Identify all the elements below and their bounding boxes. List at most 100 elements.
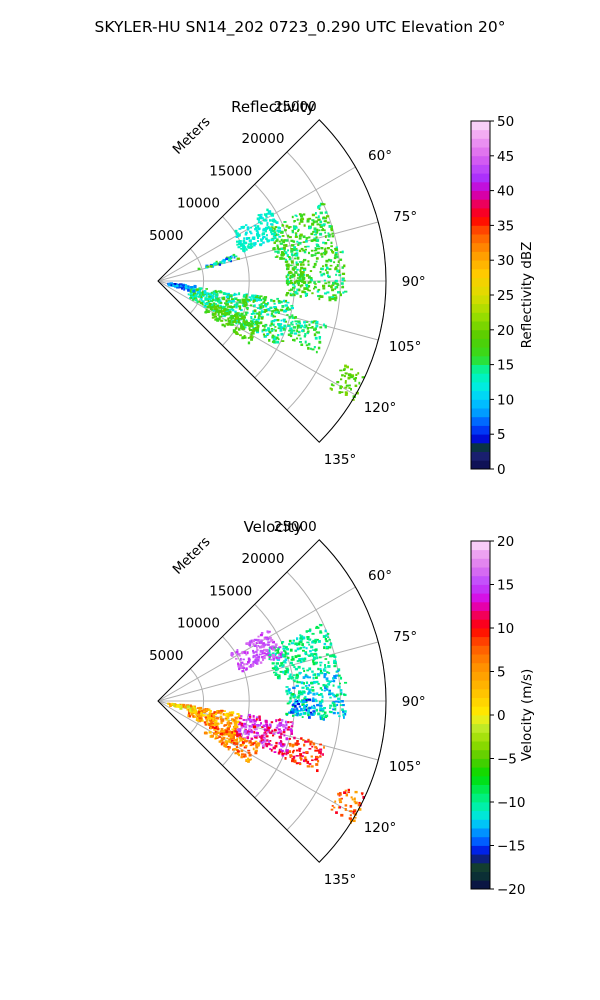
echo-gate (312, 659, 315, 663)
echo-gate (312, 676, 315, 680)
echo-gate (221, 733, 224, 737)
echo-gate (278, 301, 281, 304)
echo-gate (311, 641, 315, 644)
echo-gate (266, 726, 269, 729)
echo-gate (308, 236, 311, 239)
echo-gate (285, 275, 288, 279)
echo-gate (314, 681, 318, 683)
colorbar-step (471, 610, 490, 620)
echo-gate (266, 313, 270, 316)
colorbar-step (471, 129, 490, 139)
echo-gate (308, 323, 311, 326)
colorbar-step (471, 408, 490, 418)
echo-gate (254, 320, 258, 324)
echo-gate (228, 305, 232, 308)
echo-gate (318, 297, 321, 301)
azimuth-gridline (157, 641, 379, 702)
echo-gate (293, 736, 296, 740)
echo-gate (304, 673, 308, 676)
echo-gate (294, 700, 297, 704)
echo-gate (188, 714, 192, 718)
echo-gate (284, 299, 288, 303)
echo-gate (315, 216, 318, 219)
echo-gate (279, 242, 283, 245)
echo-gate (273, 302, 276, 305)
echo-gate (256, 638, 260, 642)
echo-gate (244, 311, 248, 314)
echo-gate (353, 377, 357, 380)
echo-gate (250, 737, 254, 740)
echo-gate (284, 720, 287, 724)
echo-gate (279, 724, 282, 727)
echo-gate (330, 229, 334, 232)
echo-gate (339, 385, 344, 388)
echo-gate (236, 240, 240, 243)
echo-gate (264, 299, 267, 302)
echo-gate (292, 316, 294, 319)
echo-gate (310, 239, 314, 243)
echo-gate (340, 813, 344, 817)
echo-gate (236, 649, 239, 651)
echo-gate (322, 223, 326, 226)
echo-gate (294, 704, 297, 708)
echo-gate (212, 723, 215, 726)
echo-gate (331, 296, 335, 298)
echo-gate (331, 298, 335, 300)
echo-gate (279, 257, 283, 260)
echo-gate (331, 654, 336, 658)
echo-gate (264, 309, 268, 311)
echo-gate (306, 740, 309, 743)
echo-gate (224, 302, 227, 305)
echo-gate (221, 729, 224, 732)
echo-gate (348, 384, 351, 387)
echo-gate (286, 689, 291, 693)
echo-gate (234, 752, 237, 755)
echo-gate (280, 750, 283, 753)
echo-gate (230, 301, 233, 304)
echo-gate (229, 746, 231, 749)
echo-gate (279, 664, 281, 667)
echo-gate (281, 305, 285, 308)
echo-gate (194, 288, 197, 291)
echo-gate (319, 220, 323, 224)
echo-gate (251, 237, 255, 240)
echo-gate (219, 300, 222, 304)
echo-gate (262, 724, 266, 728)
echo-gate (311, 699, 315, 703)
echo-gate (261, 644, 265, 648)
colorbar-step (471, 138, 490, 148)
echo-gate (256, 660, 259, 664)
echo-gate (296, 709, 299, 712)
echo-gate (246, 307, 249, 310)
colorbar-tick-label: 5 (497, 665, 506, 681)
echo-gate (276, 255, 279, 258)
echo-gate (267, 227, 271, 229)
echo-gate (233, 738, 237, 742)
echo-gate (277, 647, 280, 650)
echo-gate (331, 288, 335, 292)
echo-gate (280, 230, 284, 234)
echo-gate (319, 225, 323, 228)
range-axis-label: Meters (170, 114, 214, 158)
echo-gate (285, 749, 289, 753)
echo-gate (305, 237, 308, 241)
echo-gate (352, 811, 355, 814)
echo-gate (261, 651, 264, 655)
echo-gate (344, 681, 348, 684)
echo-gate (331, 251, 335, 254)
echo-gate (275, 221, 279, 224)
echo-gate (275, 719, 278, 723)
echo-gate (230, 314, 234, 318)
echo-gate (212, 726, 215, 729)
echo-gate (262, 656, 266, 660)
echo-gate (286, 254, 289, 257)
echo-gate (234, 716, 238, 720)
echo-gate (280, 326, 284, 329)
echo-gate (289, 280, 292, 284)
echo-gate (348, 387, 351, 389)
echo-gate (329, 387, 332, 390)
echo-gate (233, 719, 236, 722)
colorbar-tick-label: 15 (497, 358, 514, 374)
echo-gate (241, 753, 245, 756)
echo-gate (214, 720, 218, 722)
